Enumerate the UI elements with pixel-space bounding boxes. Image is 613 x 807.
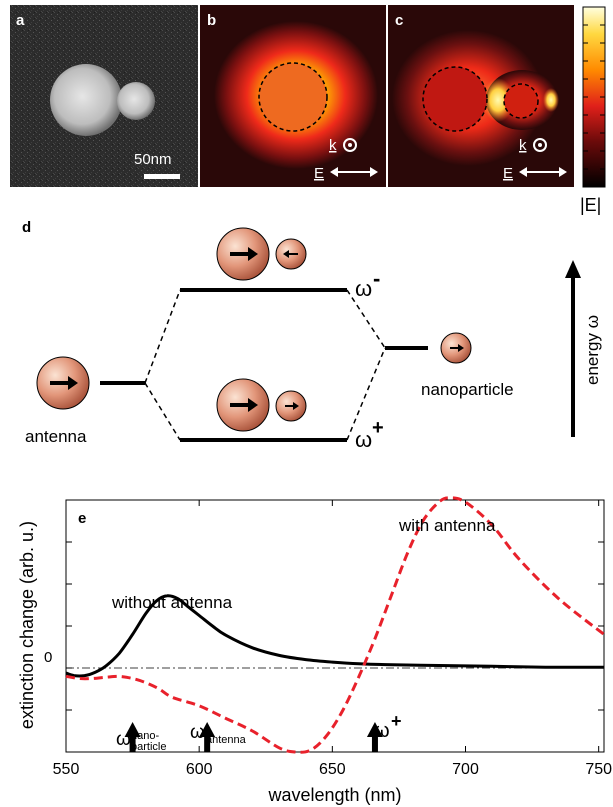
omega-nano-label: ω xyxy=(116,729,131,750)
e-label-b: E xyxy=(314,165,324,182)
x-tick-label: 550 xyxy=(53,761,80,778)
sem-antenna-particle xyxy=(50,64,122,136)
panel-letter-d: d xyxy=(22,219,31,236)
series-line-without-antenna xyxy=(65,594,605,678)
nanoparticle-outline-c xyxy=(503,83,539,119)
k-out-of-plane-icon xyxy=(343,138,357,152)
x-tick-label: 650 xyxy=(319,761,346,778)
panel-b: b k E xyxy=(200,5,386,187)
panel-letter-a: a xyxy=(16,12,25,29)
omega-plus-marker-label: ω xyxy=(374,720,390,742)
resonance-markers xyxy=(124,722,383,752)
e-polarization-arrow-icon xyxy=(519,167,567,177)
plot-frame xyxy=(65,499,605,753)
omega-minus-sup: - xyxy=(373,266,380,291)
k-out-of-plane-icon xyxy=(533,138,547,152)
resonance-arrow-icon xyxy=(124,722,141,752)
x-tick-label: 600 xyxy=(186,761,213,778)
resonance-arrow-icon xyxy=(366,722,383,752)
panel-letter-e: e xyxy=(78,510,86,527)
omega-antenna-sub: antenna xyxy=(206,734,247,746)
scalebar-label: 50nm xyxy=(134,151,172,168)
antenna-outline-c xyxy=(422,66,488,132)
omega-plus-marker-sup: + xyxy=(391,711,402,731)
panel-c: c k E xyxy=(388,5,574,187)
y-axis-label: extinction change (arb. u.) xyxy=(17,521,37,729)
omega-nano-sub-2: particle xyxy=(131,741,166,753)
scalebar xyxy=(144,174,180,179)
colorbar: |E| xyxy=(580,6,606,215)
series-label-without-antenna: without antenna xyxy=(111,593,233,612)
e-polarization-arrow-icon xyxy=(330,167,378,177)
colorbar-label: |E| xyxy=(580,195,601,215)
omega-plus-label: ω xyxy=(355,427,372,452)
x-ticks: 550 600 650 700 750 xyxy=(53,500,612,778)
panel-d: d antenna ω - xyxy=(22,219,602,452)
series-line-with-antenna xyxy=(65,496,605,754)
parallel-dipoles-icon xyxy=(216,378,307,432)
x-axis-label: wavelength (nm) xyxy=(267,785,401,805)
y-ticks xyxy=(66,499,604,753)
nanoparticle-sphere-icon xyxy=(440,332,472,364)
omega-antenna-label: ω xyxy=(190,722,205,743)
energy-arrow-icon xyxy=(565,260,581,437)
e-label-c: E xyxy=(503,165,513,182)
energy-axis-label: energy ω xyxy=(583,315,602,385)
panel-a: a 50nm xyxy=(10,5,198,187)
x-tick-label: 700 xyxy=(452,761,479,778)
omega-nano-sub-1: nano- xyxy=(131,730,159,742)
antenna-outline-b xyxy=(258,62,328,132)
panel-e-chart: e 550 600 650 700 750 0 without antenna with… xyxy=(17,496,612,805)
omega-minus-label: ω xyxy=(355,276,372,301)
antiparallel-dipoles-icon xyxy=(216,227,307,281)
resonance-arrow-icon xyxy=(199,722,216,752)
k-label-b: k xyxy=(329,137,337,154)
panel-letter-c: c xyxy=(395,12,403,29)
x-tick-label: 750 xyxy=(585,761,612,778)
panel-letter-b: b xyxy=(207,12,216,29)
omega-plus-sup: + xyxy=(372,417,384,439)
antenna-sphere-icon xyxy=(36,356,90,410)
level-connectors xyxy=(144,289,386,441)
zero-label: 0 xyxy=(44,649,52,666)
series-group xyxy=(65,496,605,754)
sem-nanoparticle xyxy=(117,82,155,120)
series-label-with-antenna: with antenna xyxy=(398,516,496,535)
k-label-c: k xyxy=(519,137,527,154)
antenna-label: antenna xyxy=(25,427,87,446)
nanoparticle-label: nanoparticle xyxy=(421,380,514,399)
